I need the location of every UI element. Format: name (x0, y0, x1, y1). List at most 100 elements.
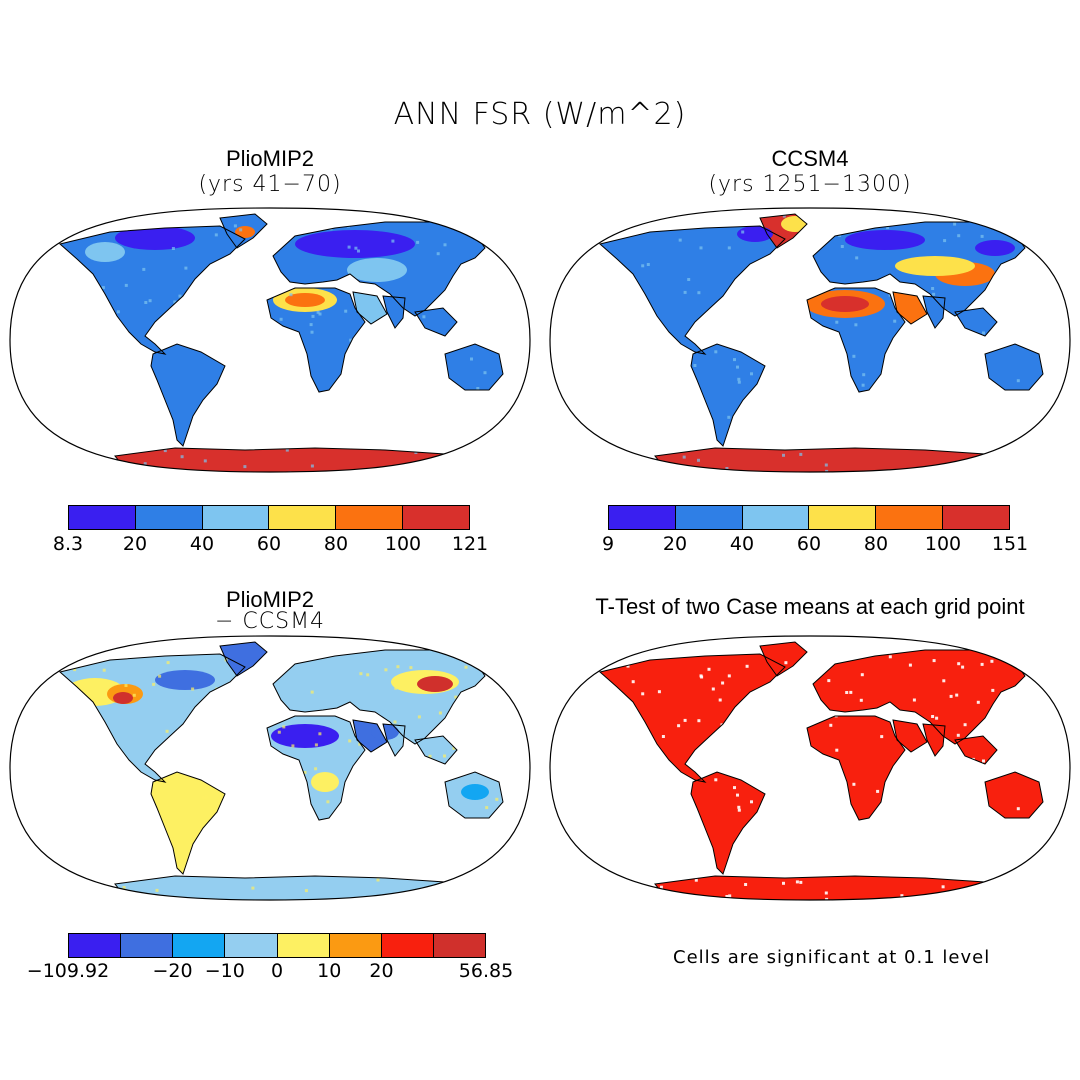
colorbar-tick-label: 20 (662, 533, 688, 555)
grid-cell (621, 459, 625, 463)
colorbar-tick-label: 20 (122, 533, 148, 555)
continent-arabia (353, 292, 387, 324)
grid-cell (298, 854, 302, 858)
field-anomaly-region (845, 230, 925, 250)
grid-cell (697, 719, 701, 723)
grid-cell (242, 353, 246, 357)
grid-cell (711, 687, 715, 691)
grid-cell (714, 778, 718, 782)
grid-cell (385, 336, 389, 340)
grid-cell (849, 690, 853, 694)
grid-cell (573, 710, 576, 713)
grid-cell (1060, 241, 1063, 244)
colorbar-difference (68, 933, 486, 958)
colorbar-swatch (336, 506, 404, 529)
grid-cell (980, 234, 984, 238)
colorbar-tick-label: 151 (991, 533, 1029, 555)
grid-cell (571, 783, 574, 786)
grid-cell (548, 425, 551, 428)
grid-cell (310, 330, 314, 334)
grid-cell (556, 756, 559, 759)
continent-eurasia (813, 650, 1025, 744)
grid-cell (447, 214, 451, 215)
grid-cell (70, 418, 74, 422)
colorbar-tick-label: −109.92 (26, 960, 110, 982)
grid-cell (395, 415, 399, 419)
grid-cell (84, 412, 88, 416)
grid-cell (1063, 887, 1066, 890)
grid-cell (100, 381, 104, 385)
grid-cell (399, 380, 403, 384)
colorbar-swatch (381, 934, 434, 957)
continent-australia (985, 772, 1043, 818)
grid-cell (575, 722, 578, 725)
coastline (892, 719, 928, 753)
grid-cell (951, 432, 955, 436)
grid-cell (422, 315, 426, 319)
grid-cell (677, 724, 681, 728)
grid-cell (820, 204, 823, 207)
grid-cell (30, 711, 33, 714)
grid-cell (873, 871, 877, 875)
grid-cell (288, 823, 292, 827)
grid-cell (63, 653, 67, 657)
grid-cell (776, 730, 780, 734)
grid-cell (42, 871, 45, 874)
grid-cell (725, 895, 729, 898)
grid-cell (417, 715, 421, 719)
grid-cell (947, 852, 951, 856)
grid-cell (725, 467, 729, 470)
grid-cell (420, 877, 424, 881)
grid-cell (823, 786, 827, 790)
grid-cell (233, 224, 237, 228)
grid-cell (38, 300, 41, 303)
grid-cell (949, 694, 953, 698)
grid-cell (600, 678, 603, 682)
grid-cell (30, 315, 33, 318)
grid-cell (556, 676, 559, 679)
coastline (954, 735, 998, 765)
grid-cell (841, 435, 845, 439)
colorbar-tick-label: 20 (369, 960, 394, 982)
grid-cell (226, 709, 230, 713)
grid-cell (967, 769, 971, 773)
colorbar-tick-label: 8.3 (52, 533, 84, 555)
grid-cell (204, 795, 208, 799)
grid-cell (951, 206, 954, 209)
grid-cell (676, 386, 680, 390)
grid-cell (145, 411, 149, 414)
grid-cell (464, 665, 468, 669)
grid-cell (842, 845, 846, 849)
grid-cell (359, 378, 363, 382)
grid-cell (359, 839, 362, 843)
field-anomaly-region (737, 226, 773, 242)
grid-cell (685, 431, 689, 435)
grid-cell (748, 831, 752, 835)
grid-cell (683, 718, 687, 722)
grid-cell (122, 886, 126, 889)
grid-cell (65, 269, 68, 273)
colorbar-swatch (173, 934, 226, 957)
grid-cell (214, 341, 218, 345)
continent-greenland (760, 642, 807, 676)
grid-cell (959, 804, 963, 808)
grid-cell (678, 238, 682, 242)
grid-cell (132, 693, 136, 697)
grid-cell (504, 892, 507, 895)
grid-cell (646, 263, 650, 266)
colorbar-swatch (742, 506, 810, 529)
grid-cell (428, 754, 432, 758)
field-anomaly-region (347, 258, 407, 282)
grid-cell (618, 802, 622, 806)
colorbar-swatch (135, 506, 203, 529)
grid-cell (934, 781, 938, 785)
colorbar-swatch (202, 506, 270, 529)
grid-cell (46, 441, 49, 444)
grid-cell (473, 232, 477, 236)
grid-cell (932, 292, 936, 296)
grid-cell (1042, 227, 1043, 231)
grid-cell (912, 698, 916, 702)
grid-cell (471, 275, 475, 279)
grid-cell (476, 387, 480, 390)
colorbar-tick-label: −20 (152, 960, 193, 982)
